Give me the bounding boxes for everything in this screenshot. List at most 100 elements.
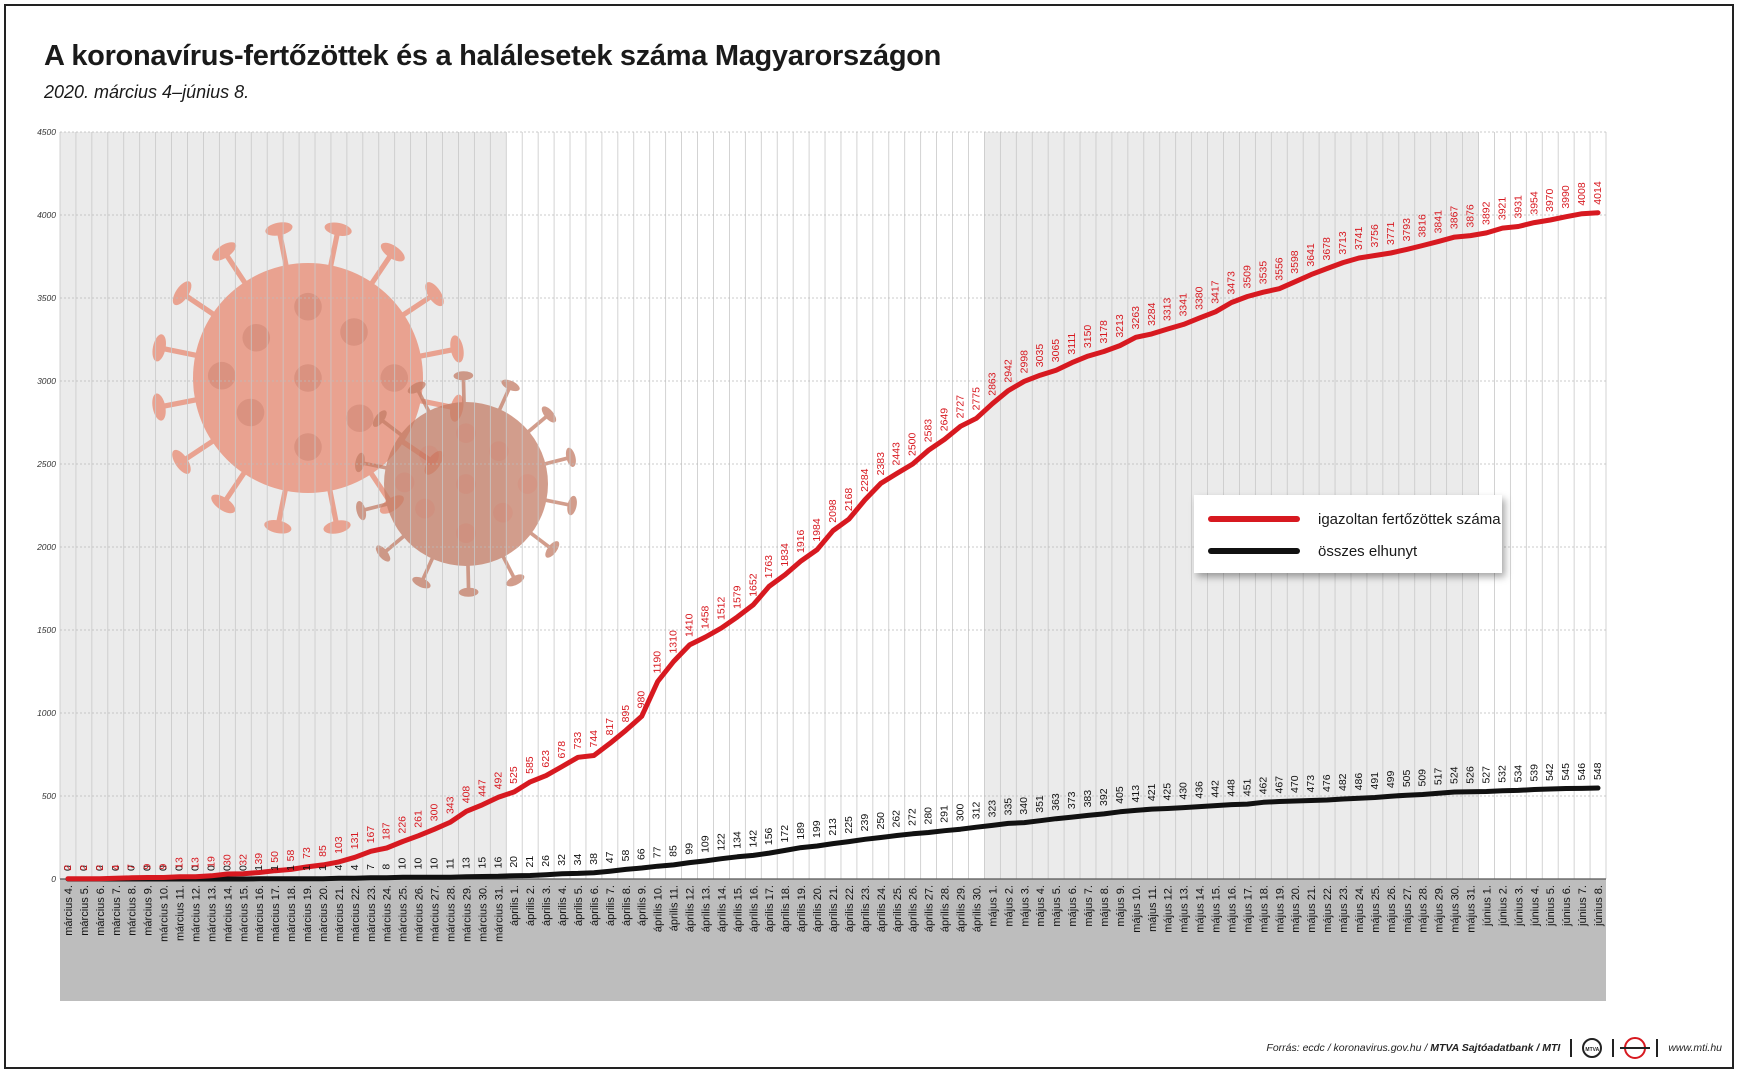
x-tick-label: március 18.	[286, 885, 298, 942]
virus-spike-tip	[450, 335, 464, 363]
x-tick-label: március 20.	[318, 885, 330, 942]
footer-divider	[1656, 1039, 1659, 1057]
deaths-data-label: 58	[620, 850, 632, 862]
virus-bump	[236, 398, 265, 427]
infected-data-label: 3341	[1178, 293, 1190, 317]
virus-bump	[294, 292, 322, 321]
deaths-data-label: 142	[747, 830, 759, 848]
infected-data-label: 3921	[1496, 197, 1508, 221]
x-tick-label: április 15.	[732, 885, 744, 932]
infected-data-label: 3111	[1066, 333, 1078, 355]
deaths-data-label: 517	[1433, 767, 1445, 785]
y-tick-label: 3500	[37, 293, 56, 303]
infected-data-label: 1458	[699, 605, 711, 629]
source-label: Forrás: ecdc / koronavirus.gov.hu /	[1266, 1042, 1431, 1054]
x-tick-label: május 24.	[1354, 885, 1366, 933]
infected-data-label: 3816	[1417, 214, 1429, 238]
x-tick-label: március 4.	[63, 885, 75, 936]
x-tick-label: április 14.	[716, 885, 728, 932]
infected-data-label: 3178	[1098, 320, 1110, 344]
infected-data-label: 2863	[986, 372, 998, 396]
x-tick-label: május 11.	[1147, 885, 1159, 932]
virus-spike-tip	[172, 449, 191, 474]
x-tick-label: április 10.	[653, 885, 665, 932]
x-tick-label: április 16.	[748, 885, 760, 932]
x-tick-label: március 15.	[238, 885, 250, 942]
infected-data-label: 300	[429, 804, 441, 822]
infected-data-label: 1984	[811, 518, 823, 542]
virus-spike-tip	[264, 519, 292, 534]
chart-legend: igazoltan fertőzöttek száma összes elhun…	[1194, 495, 1502, 573]
x-tick-label: április 27.	[924, 885, 936, 932]
infected-data-label: 1190	[652, 651, 664, 674]
infected-data-label: 103	[333, 836, 345, 854]
virus-spike-tip	[355, 452, 365, 473]
deaths-data-label: 291	[939, 805, 951, 823]
infected-data-label: 1916	[795, 529, 807, 553]
source-footer: Forrás: ecdc / koronavirus.gov.hu / MTVA…	[1266, 1037, 1722, 1059]
infected-data-label: 32	[237, 854, 249, 866]
y-tick-label: 2500	[36, 459, 56, 469]
infected-data-label: 3771	[1385, 221, 1397, 245]
infected-data-label: 9	[158, 864, 170, 870]
deaths-data-label: 534	[1512, 765, 1524, 783]
deaths-series-line	[65, 785, 1601, 882]
source-text: Forrás: ecdc / koronavirus.gov.hu / MTVA…	[1266, 1042, 1560, 1054]
infected-data-label: 2	[78, 865, 90, 871]
virus-spike-tip	[565, 447, 576, 467]
y-tick-label: 4500	[37, 127, 56, 137]
infected-data-label: 3678	[1321, 237, 1333, 261]
x-tick-label: május 23.	[1338, 885, 1350, 933]
infected-data-label: 2583	[923, 419, 935, 443]
deaths-data-label: 467	[1273, 776, 1285, 794]
deaths-data-label: 436	[1194, 781, 1206, 799]
x-tick-label: április 5.	[573, 885, 585, 926]
x-tick-label: március 12.	[190, 885, 202, 942]
virus-spike-tip	[211, 494, 236, 514]
x-tick-label: március 21.	[334, 885, 346, 942]
x-tick-label: március 14.	[222, 885, 234, 942]
virus-body	[384, 402, 548, 566]
infected-data-label: 3954	[1528, 191, 1540, 215]
virus-spike-tip	[506, 574, 525, 587]
x-tick-label: május 18.	[1258, 885, 1270, 933]
deaths-data-label: 527	[1480, 766, 1492, 784]
x-tick-label: május 20.	[1290, 885, 1302, 933]
x-tick-label: április 20.	[812, 885, 824, 932]
deaths-data-label: 0	[237, 865, 249, 871]
deaths-data-label: 85	[668, 845, 680, 857]
deaths-data-label: 16	[492, 857, 504, 869]
infected-data-label: 2649	[939, 408, 951, 432]
y-tick-label: 1500	[37, 625, 56, 635]
deaths-data-label: 539	[1528, 764, 1540, 782]
deaths-data-label: 373	[1066, 791, 1078, 809]
x-tick-label: március 16.	[254, 885, 266, 942]
infected-data-label: 3380	[1194, 286, 1206, 310]
x-tick-label: március 23.	[366, 885, 378, 942]
infected-data-label: 2775	[970, 387, 982, 411]
x-tick-label: június 5.	[1545, 885, 1557, 927]
x-tick-label: április 28.	[940, 885, 952, 932]
coronavirus-illustration	[152, 222, 577, 597]
x-tick-label: április 6.	[589, 885, 601, 926]
virus-spike-tip	[265, 222, 293, 236]
x-tick-label: május 3.	[1019, 885, 1031, 927]
x-tick-label: június 6.	[1561, 885, 1573, 927]
website-link[interactable]: www.mti.hu	[1668, 1042, 1722, 1054]
virus-spike-tip	[324, 222, 352, 237]
virus-spike-tip	[172, 281, 192, 306]
chart-title: A koronavírus-fertőzöttek és a haláleset…	[44, 40, 942, 72]
x-tick-label: március 5.	[79, 885, 91, 936]
x-tick-label: március 17.	[270, 885, 282, 942]
infected-data-label: 2727	[955, 395, 967, 419]
deaths-data-label: 213	[827, 818, 839, 836]
infected-data-label: 3741	[1353, 226, 1365, 250]
x-tick-label: május 7.	[1083, 885, 1095, 927]
x-axis-band	[60, 879, 1606, 1001]
virus-bump	[242, 323, 271, 352]
deaths-data-label: 312	[970, 802, 982, 820]
deaths-data-label: 239	[859, 814, 871, 832]
x-tick-label: április 29.	[956, 885, 968, 932]
infected-data-label: 3756	[1369, 224, 1381, 248]
deaths-data-label: 482	[1337, 773, 1349, 791]
